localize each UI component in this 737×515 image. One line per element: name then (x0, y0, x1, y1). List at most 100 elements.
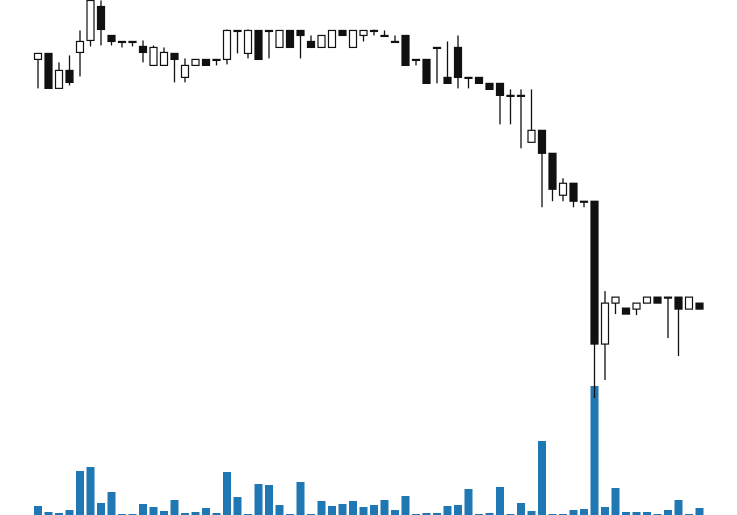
volume-bar (328, 506, 336, 515)
candle-body (86, 0, 95, 42)
volume-bar (65, 510, 74, 515)
volume-bar (338, 504, 347, 515)
candle-body (317, 34, 326, 49)
candle-body (233, 29, 242, 33)
candle-body (590, 200, 599, 345)
volume-bar (160, 511, 168, 515)
volume-bar (496, 487, 504, 515)
volume-bar (149, 507, 158, 515)
volume-bar (233, 497, 242, 515)
volume-bar (569, 510, 578, 515)
candle-body (579, 200, 589, 203)
volume-bar (695, 508, 704, 515)
candle-body (537, 129, 547, 154)
candle-body (33, 52, 43, 61)
volume-bar (254, 484, 263, 515)
candle-body (495, 82, 505, 96)
volume-bar (538, 441, 546, 515)
volume-bar (464, 489, 473, 515)
volume-bar (97, 503, 105, 515)
volume-bar (433, 513, 441, 515)
candle-body (369, 29, 379, 33)
candle-body (464, 76, 473, 80)
candle-body (222, 29, 232, 61)
volume-bar (632, 512, 641, 515)
candle-body (54, 69, 64, 89)
volume-bar (580, 509, 588, 515)
candle-body (548, 152, 557, 190)
volume-bar (55, 513, 63, 515)
candle-body (75, 40, 85, 54)
volume-bar (223, 472, 231, 515)
volume-bar (107, 492, 116, 515)
candle-body (600, 302, 610, 345)
candle-body (138, 45, 148, 54)
candle-body (65, 69, 74, 83)
candle-body (558, 182, 568, 196)
candle-body (401, 34, 410, 67)
candle-body (611, 296, 620, 304)
candle-body (422, 58, 431, 84)
volume-bar (664, 510, 672, 515)
candle-body (390, 40, 400, 44)
candle-body (453, 46, 463, 79)
candle-body (117, 40, 127, 44)
candle-body (264, 29, 274, 33)
volume-bar (86, 467, 95, 515)
candle-body (128, 40, 137, 44)
candle-body (632, 302, 641, 310)
candle-body (485, 82, 494, 90)
candle-body (642, 296, 652, 304)
volume-bar (76, 471, 84, 515)
volume-bar (170, 500, 179, 515)
volume-bar (601, 507, 609, 515)
volume-bar (296, 482, 305, 515)
candle-body (159, 51, 169, 67)
candle-body (516, 94, 526, 97)
candle-body (443, 76, 452, 84)
volume-bar (517, 503, 525, 515)
volume-bar (34, 506, 42, 515)
volume-bar (643, 512, 651, 515)
volume-bar (443, 506, 452, 515)
candle-body (275, 29, 284, 49)
candle-body (359, 29, 368, 37)
volume-bar (349, 501, 357, 515)
candle-body (44, 52, 53, 89)
candle-body (180, 64, 190, 79)
volume-bar (401, 496, 410, 515)
candle-body (149, 46, 158, 67)
volume-bar (527, 511, 536, 515)
candle-body (96, 5, 106, 31)
volume-bar (380, 500, 389, 515)
volume-bar (139, 504, 147, 515)
candle-body (212, 58, 221, 62)
volume-bar (359, 507, 368, 515)
volume-bar (454, 505, 462, 515)
volume-bar (191, 512, 200, 515)
candle-body (306, 40, 316, 49)
candle-body (380, 34, 389, 38)
volume-bar (485, 513, 494, 515)
volume-bar (181, 513, 189, 515)
candle-body (621, 307, 631, 315)
volume-bar (275, 505, 284, 515)
volume-bar (370, 505, 378, 515)
candle-body (569, 182, 578, 202)
volume-bar (611, 488, 620, 515)
volume-bar (212, 513, 221, 515)
candle-body (527, 129, 536, 143)
candle-body (285, 29, 295, 49)
volume-bar (44, 512, 53, 515)
candle-body (254, 29, 263, 61)
candle-body (348, 29, 358, 49)
candle-body (170, 52, 179, 61)
candle-body (684, 296, 694, 310)
candle-body (653, 296, 662, 304)
candle-body (663, 296, 673, 299)
volume-bar (590, 386, 599, 515)
volume-bar (265, 485, 273, 515)
candle-body (338, 29, 347, 37)
volume-bar (674, 500, 683, 515)
